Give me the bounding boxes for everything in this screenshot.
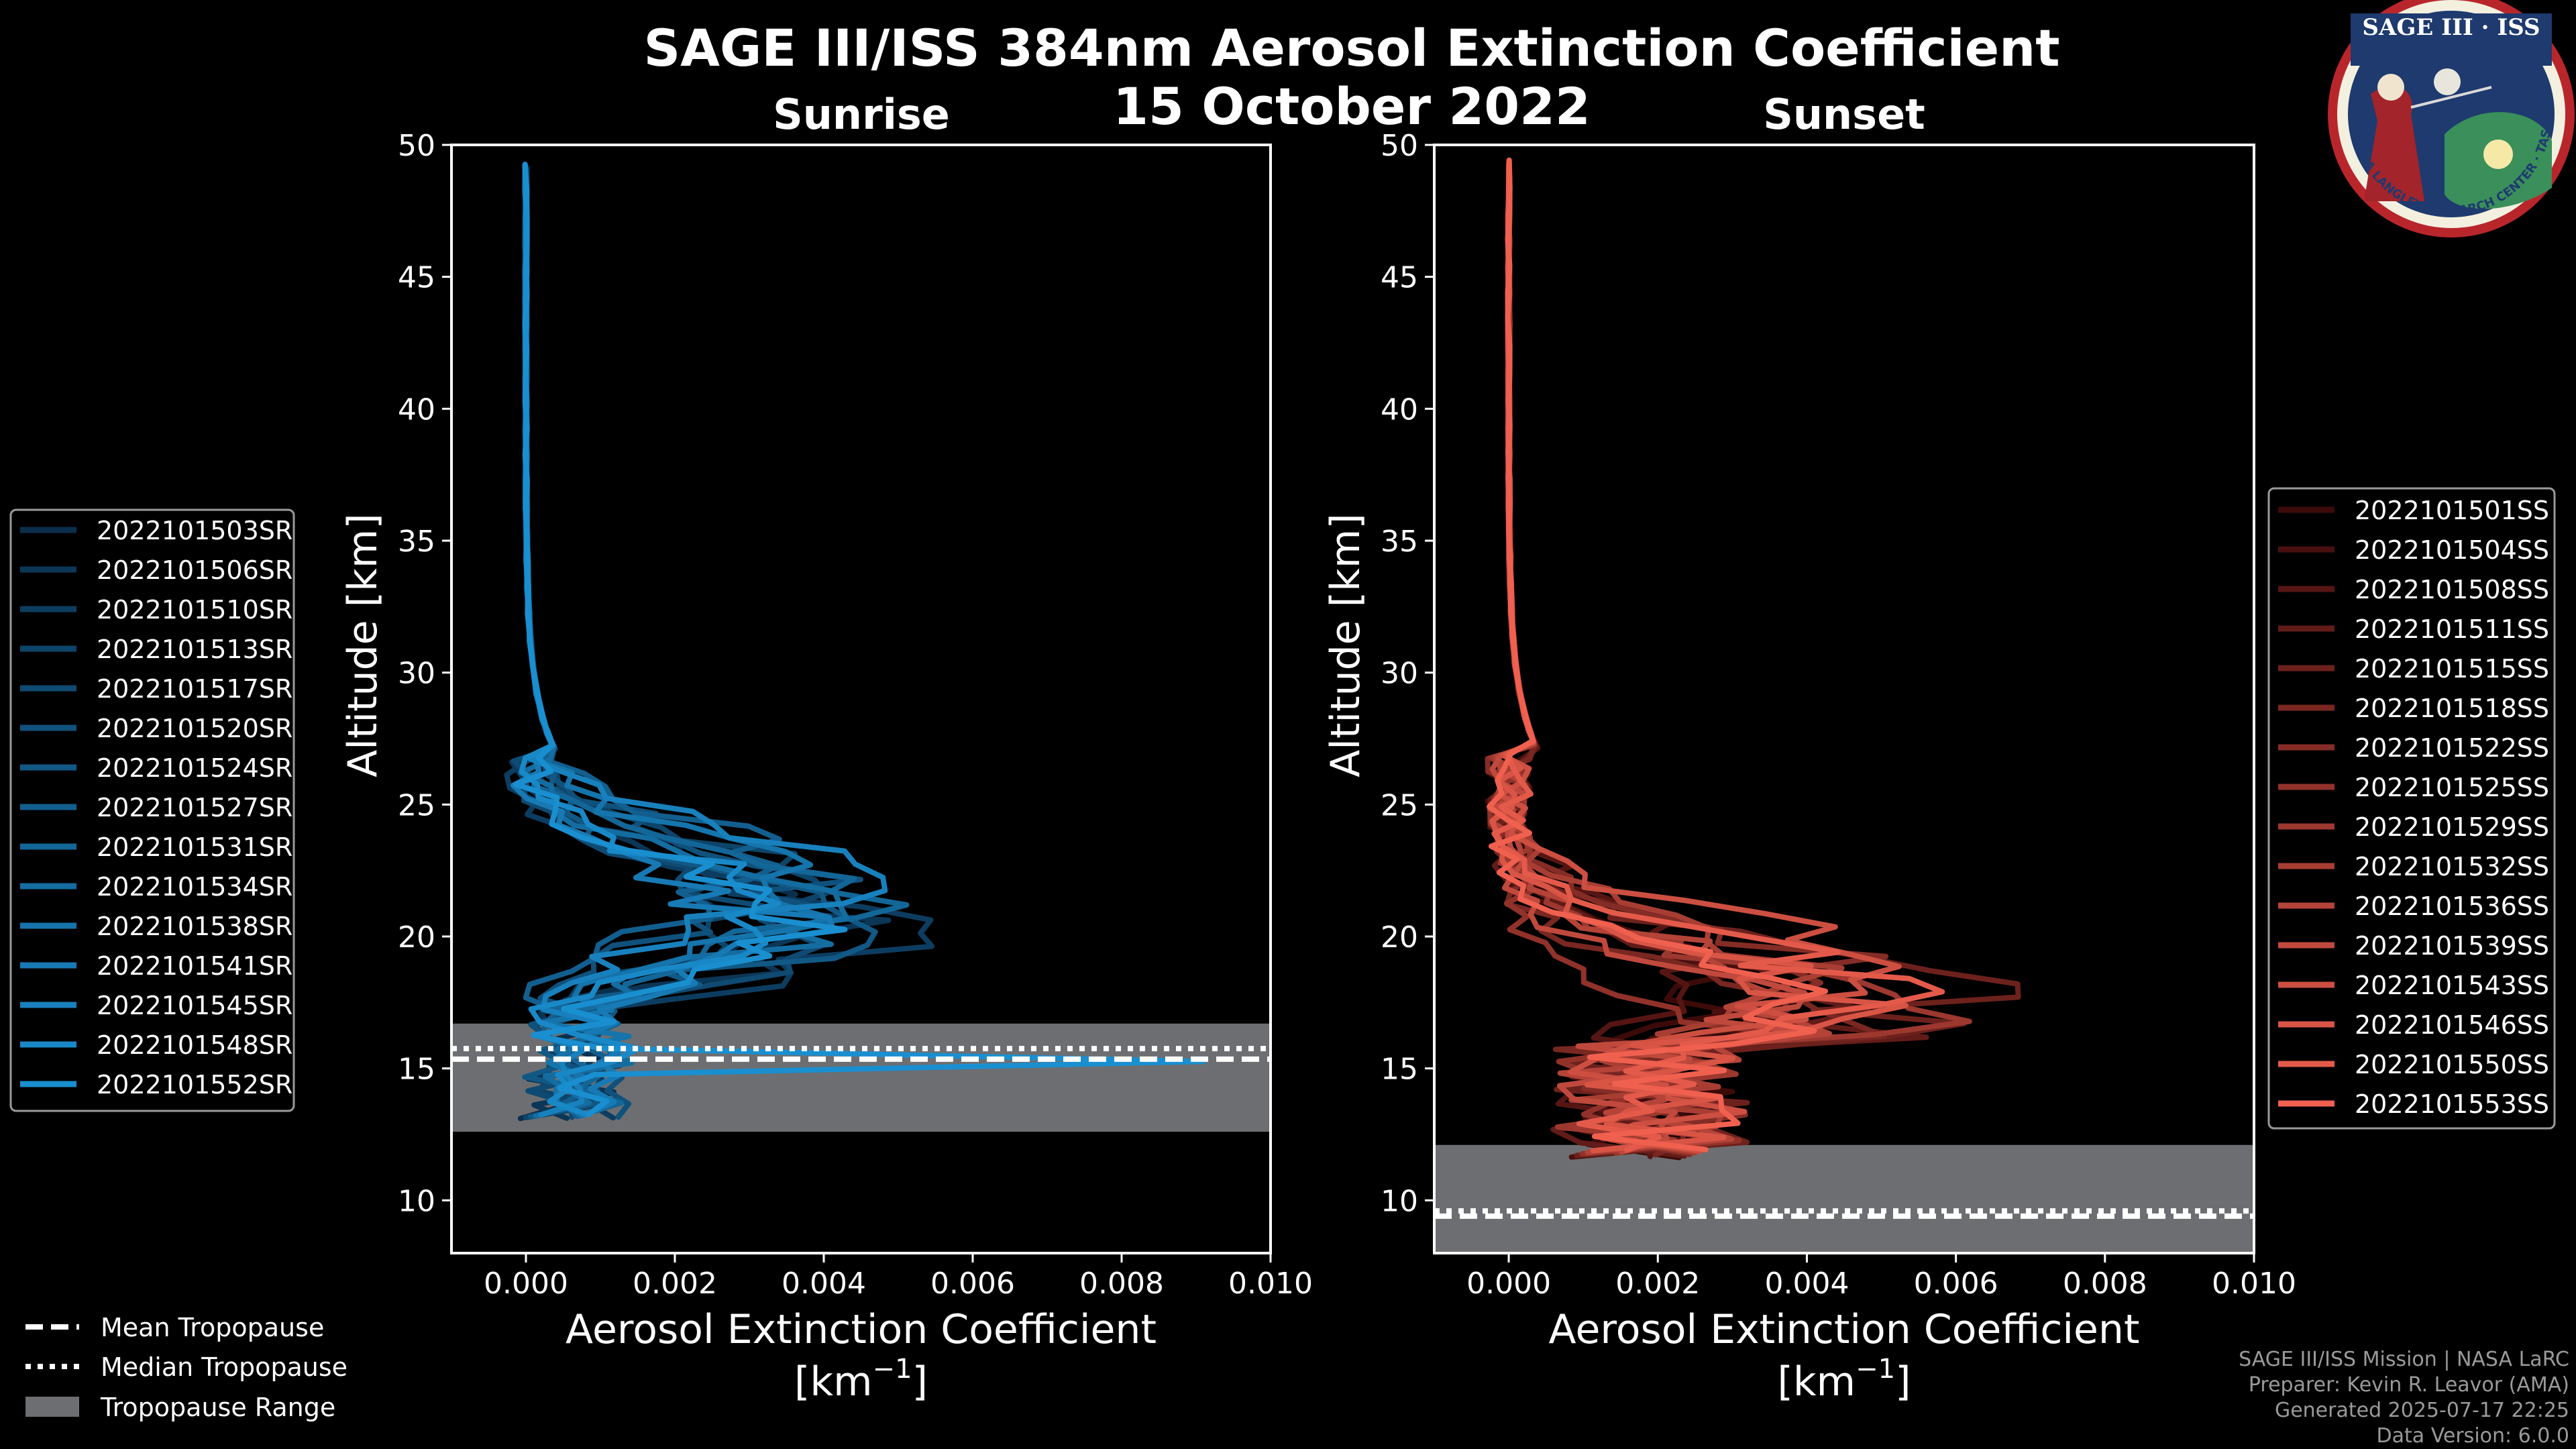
y-tick-label: 40: [398, 392, 435, 427]
y-axis-label: Altitude [km]: [1322, 513, 1369, 777]
credits: SAGE III/ISS Mission | NASA LaRC Prepare…: [2239, 1348, 2569, 1448]
mean-tropopause-label: Mean Tropopause: [101, 1313, 324, 1342]
legend-label-2022101518SS: 2022101518SS: [2355, 694, 2549, 723]
plot-frame: [450, 144, 1272, 1254]
legend-label-2022101529SS: 2022101529SS: [2355, 812, 2549, 842]
x-tick-label: 0.006: [1914, 1267, 1998, 1301]
logo-figure-head: [2377, 74, 2404, 101]
credit-preparer: Preparer: Kevin R. Leavor (AMA): [2249, 1373, 2569, 1397]
legend-label-2022101501SS: 2022101501SS: [2355, 496, 2549, 525]
legend-label-2022101534SR: 2022101534SR: [97, 872, 292, 902]
x-tick-label: 0.004: [1764, 1267, 1849, 1301]
y-tick-label: 20: [1381, 920, 1418, 955]
legend-label-2022101532SS: 2022101532SS: [2355, 852, 2549, 881]
legend-label-2022101508SS: 2022101508SS: [2355, 575, 2549, 604]
legend-label-2022101503SR: 2022101503SR: [97, 516, 292, 545]
legend-label-2022101506SR: 2022101506SR: [97, 555, 292, 585]
credit-mission: SAGE III/ISS Mission | NASA LaRC: [2239, 1348, 2569, 1371]
x-tick-label: 0.002: [1615, 1267, 1700, 1301]
x-axis-unit: [km−1]: [794, 1354, 928, 1405]
legend-label-2022101552SR: 2022101552SR: [97, 1070, 292, 1099]
legend-label-2022101524SR: 2022101524SR: [97, 753, 292, 783]
plot-frame: [1433, 144, 2255, 1254]
sunset-panel: 0.000 0.002 0.004 0.006 0.008 0.010 10 15 20 25 30…: [1322, 129, 2296, 1405]
legend-label-2022101510SR: 2022101510SR: [97, 595, 292, 625]
y-tick-label: 15: [398, 1053, 435, 1087]
legend-label-2022101515SS: 2022101515SS: [2355, 654, 2549, 684]
y-tick-label: 20: [398, 920, 435, 955]
profile-2022101553SS: [1487, 157, 1829, 1152]
sunset-panel-title: Sunset: [1763, 90, 1925, 139]
logo-title: SAGE III · ISS: [2362, 14, 2540, 41]
sunrise-panel: 0.000 0.002 0.004 0.006 0.008 0.010 10 15 20 25 30…: [339, 129, 1313, 1405]
legend-label-2022101525SS: 2022101525SS: [2355, 773, 2549, 802]
legend-label-2022101513SR: 2022101513SR: [97, 635, 292, 664]
legend-label-2022101548SR: 2022101548SR: [97, 1030, 292, 1060]
legend-label-2022101504SS: 2022101504SS: [2355, 535, 2549, 565]
x-tick-label: 0.008: [1079, 1267, 1164, 1301]
y-tick-label: 45: [398, 261, 435, 295]
y-tick-label: 30: [398, 657, 435, 691]
sunrise-legend: 2022101503SR 2022101506SR 2022101510SR 2022…: [9, 508, 295, 1112]
legend-label-2022101550SS: 2022101550SS: [2355, 1050, 2549, 1079]
x-tick-label: 0.010: [2212, 1267, 2296, 1301]
legend-label-2022101511SS: 2022101511SS: [2355, 614, 2549, 644]
x-tick-label: 0.000: [484, 1267, 568, 1301]
y-tick-label: 35: [1381, 525, 1418, 559]
x-tick-label: 0.008: [2063, 1267, 2147, 1301]
y-tick-label: 30: [1381, 657, 1418, 691]
legend-label-2022101539SS: 2022101539SS: [2355, 931, 2549, 961]
x-axis-label: Aerosol Extinction Coefficient: [1549, 1306, 2140, 1353]
legend-label-2022101543SS: 2022101543SS: [2355, 971, 2549, 1000]
sage-iii-iss-logo: SAGE III · ISS BALL · NASA LANGLEY RESEA…: [2328, 0, 2575, 237]
legend-label-2022101553SS: 2022101553SS: [2355, 1089, 2549, 1119]
y-tick-label: 10: [398, 1184, 435, 1218]
y-tick-label: 50: [1381, 129, 1418, 163]
y-tick-label: 10: [1381, 1184, 1418, 1218]
y-tick-label: 45: [1381, 261, 1418, 295]
tropopause-range-swatch: [25, 1397, 79, 1417]
legend-label-2022101545SR: 2022101545SR: [97, 991, 292, 1020]
legend-label-2022101538SR: 2022101538SR: [97, 912, 292, 941]
logo-moon: [2434, 68, 2461, 95]
y-tick-label: 25: [398, 788, 435, 822]
legend-label-2022101546SS: 2022101546SS: [2355, 1010, 2549, 1040]
x-axis-unit: [km−1]: [1778, 1354, 1911, 1405]
x-tick-label: 0.004: [782, 1267, 866, 1301]
x-tick-label: 0.002: [633, 1267, 717, 1301]
credit-generated: Generated 2025-07-17 22:25: [2275, 1399, 2569, 1422]
x-tick-label: 0.000: [1466, 1267, 1551, 1301]
median-tropopause-label: Median Tropopause: [101, 1352, 347, 1382]
legend-label-2022101517SR: 2022101517SR: [97, 674, 292, 704]
legend-label-2022101520SR: 2022101520SR: [97, 714, 292, 743]
legend-label-2022101541SR: 2022101541SR: [97, 951, 292, 981]
legend-label-2022101527SR: 2022101527SR: [97, 793, 292, 822]
logo-figure: [2364, 85, 2424, 201]
x-axis-label: Aerosol Extinction Coefficient: [566, 1306, 1157, 1353]
legend-label-2022101531SR: 2022101531SR: [97, 833, 292, 862]
legend-label-2022101536SS: 2022101536SS: [2355, 892, 2549, 921]
y-tick-label: 35: [398, 525, 435, 559]
credit-version: Data Version: 6.0.0: [2377, 1424, 2569, 1448]
x-tick-label: 0.010: [1228, 1267, 1313, 1301]
profile-2022101552SR: [513, 162, 1207, 1117]
sunrise-panel-title: Sunrise: [773, 90, 950, 139]
y-tick-label: 25: [1381, 788, 1418, 822]
figure-date: 15 October 2022: [1113, 76, 1591, 136]
tropopause-range-band: [1434, 1144, 2254, 1253]
y-tick-label: 50: [398, 129, 435, 163]
y-axis-label: Altitude [km]: [339, 513, 386, 777]
y-tick-label: 40: [1381, 392, 1418, 427]
tropopause-range-label: Tropopause Range: [100, 1393, 335, 1422]
tropopause-legend: Mean Tropopause Median Tropopause Tropop…: [25, 1313, 347, 1422]
legend-label-2022101522SS: 2022101522SS: [2355, 733, 2549, 763]
figure-title: SAGE III/ISS 384nm Aerosol Extinction Co…: [643, 18, 2059, 78]
y-tick-label: 15: [1381, 1053, 1418, 1087]
sunset-legend: 2022101501SS 2022101504SS 2022101508SS 2022…: [2267, 487, 2556, 1130]
x-tick-label: 0.006: [930, 1267, 1015, 1301]
